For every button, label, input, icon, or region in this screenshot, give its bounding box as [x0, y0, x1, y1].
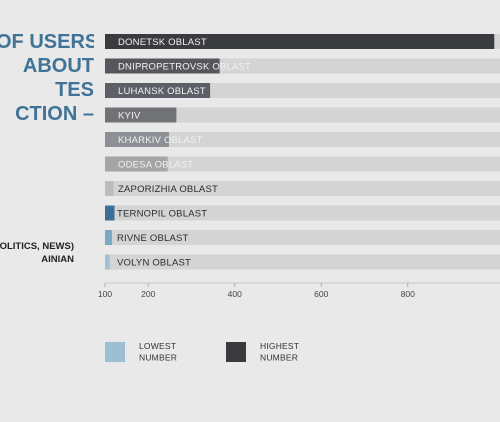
bar-track [105, 107, 500, 123]
bar [105, 132, 170, 147]
bar [105, 156, 168, 172]
x-axis: 100 200 400 600 800 [98, 282, 500, 299]
x-tick-label: 200 [141, 289, 155, 299]
subtitle-line: OLITICS, NEWS) [0, 241, 74, 252]
title-line: CTION – [15, 103, 94, 125]
bar-label: DONETSK OBLAST [118, 37, 207, 48]
legend-swatch [226, 342, 246, 362]
bar-label: ZAPORIZHIA OBLAST [118, 184, 218, 195]
bar [105, 230, 112, 245]
bar-track [105, 156, 500, 172]
title-line: TES [55, 79, 94, 101]
bar-label: TERNOPIL OBLAST [117, 209, 207, 220]
bar-label: LUHANSK OBLAST [118, 86, 206, 97]
bar-track [105, 254, 500, 270]
legend-label: HIGHEST [260, 341, 299, 351]
bar [105, 254, 110, 270]
x-tick-label: 400 [228, 289, 242, 299]
bar [105, 181, 114, 196]
legend: LOWEST NUMBER HIGHEST NUMBER [105, 341, 299, 363]
legend-swatch [105, 342, 125, 362]
bar-label: ODESA OBLAST [118, 160, 193, 171]
legend-label: NUMBER [139, 353, 177, 363]
legend-label: NUMBER [260, 353, 298, 363]
bar-track [105, 181, 500, 196]
bar [105, 107, 177, 123]
chart-title: OF USERS ABOUT TES CTION – [0, 30, 94, 126]
bar-label: KYIV [118, 111, 141, 122]
bar [105, 58, 220, 74]
x-tick-label: 600 [314, 289, 328, 299]
bar [105, 34, 495, 49]
title-line: ABOUT [22, 55, 94, 77]
bar-label: RIVNE OBLAST [117, 233, 189, 244]
bar-track [105, 132, 500, 147]
legend-label: LOWEST [139, 341, 176, 351]
bars-group: DONETSK OBLAST DNIPROPETROVSK OBLAST LUHAN… [105, 34, 500, 270]
bar [105, 83, 211, 98]
bar-label: VOLYN OBLAST [117, 258, 191, 269]
bar-track [105, 230, 500, 245]
bar-label: KHARKIV OBLAST [118, 135, 203, 146]
bar-label: DNIPROPETROVSK OBLAST [118, 62, 251, 73]
bar-track [105, 205, 500, 221]
chart-subtitle: OLITICS, NEWS) AINIAN [0, 240, 74, 266]
bar [105, 205, 115, 221]
x-tick-label: 100 [98, 289, 112, 299]
subtitle-line: AINIAN [41, 254, 74, 265]
title-line: OF USERS [0, 31, 94, 53]
x-tick-label: 800 [401, 289, 415, 299]
